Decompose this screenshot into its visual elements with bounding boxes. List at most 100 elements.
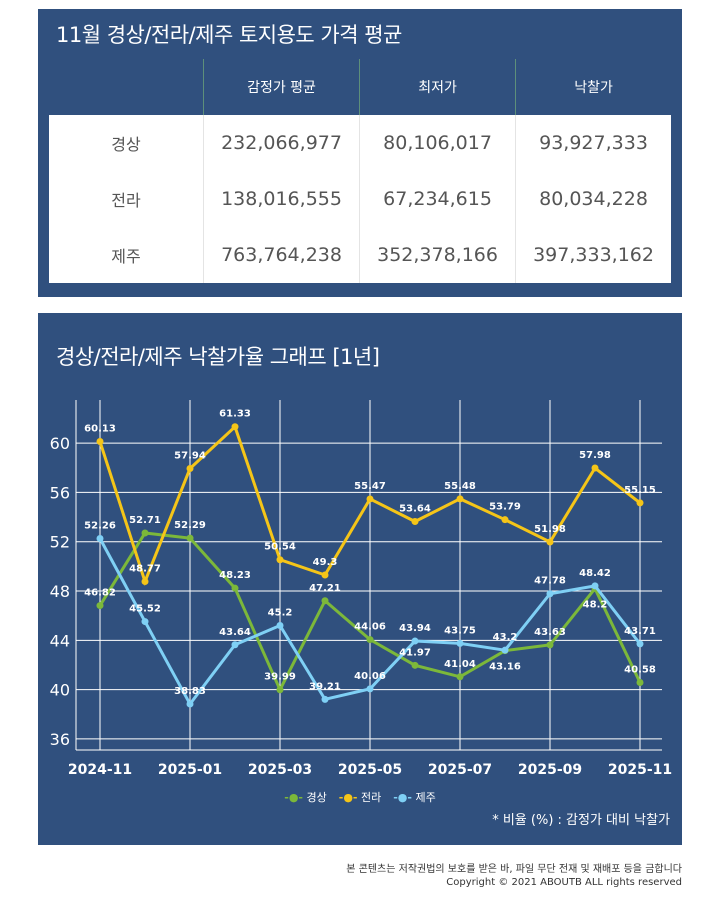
chart-note: * 비율 (%) : 감정가 대비 낙찰가: [492, 813, 670, 828]
data-point: [276, 556, 284, 564]
table-header-row: 감정가 평균 최저가 낙찰가: [49, 59, 671, 115]
data-point: [636, 499, 644, 507]
data-label: 43.64: [219, 627, 251, 638]
data-point: [591, 582, 599, 590]
cell: 397,333,162: [515, 227, 671, 283]
data-label: 48.42: [579, 568, 611, 579]
y-tick-label: 56: [50, 483, 70, 502]
data-label: 38.83: [174, 686, 206, 697]
data-label: 47.78: [534, 576, 566, 587]
legend-item[interactable]: -●- 제주: [393, 791, 435, 804]
data-label: 60.13: [84, 424, 116, 435]
cell: 93,927,333: [515, 115, 671, 171]
price-table-panel: 11월 경상/전라/제주 토지용도 가격 평균 감정가 평균 최저가 낙찰가 경…: [38, 9, 682, 297]
legend-item[interactable]: -●- 경상: [284, 791, 326, 804]
data-label: 45.2: [268, 608, 293, 619]
data-point: [96, 535, 104, 543]
copyright-notice: 본 콘텐츠는 저작권법의 보호를 받은 바, 파일 무단 전재 및 재배포 등을…: [346, 864, 682, 875]
header-blank: [49, 59, 204, 115]
data-point: [231, 641, 239, 649]
data-point: [411, 518, 419, 526]
row-label: 경상: [49, 115, 204, 171]
data-point: [591, 464, 599, 472]
legend-marker-icon: -●-: [338, 791, 358, 804]
data-label: 47.21: [309, 583, 341, 594]
data-label: 49.3: [313, 557, 338, 568]
data-label: 52.71: [129, 515, 161, 526]
data-point: [186, 534, 194, 542]
chart-panel: 경상/전라/제주 낙찰가율 그래프 [1년] 36 40 44 48 52 56 60 202…: [38, 313, 682, 845]
data-point: [231, 584, 239, 592]
data-point: [456, 495, 464, 503]
row-label: 제주: [49, 227, 204, 283]
data-label: 43.2: [493, 632, 518, 643]
data-point: [231, 423, 239, 431]
header-appraisal: 감정가 평균: [202, 59, 360, 115]
data-point: [411, 637, 419, 645]
data-point: [96, 602, 104, 610]
data-label: 48.2: [583, 600, 608, 611]
data-point: [501, 516, 509, 524]
chart-legend: -●- 경상 -●- 전라 -●- 제주: [38, 789, 682, 805]
row-label: 전라: [49, 171, 204, 227]
table-row: 전라 138,016,555 67,234,615 80,034,228: [49, 171, 671, 227]
table-row: 제주 763,764,238 352,378,166 397,333,162: [49, 227, 671, 283]
data-label: 55.15: [624, 485, 656, 496]
price-table: 감정가 평균 최저가 낙찰가 경상 232,066,977 80,106,017 93…: [49, 59, 671, 283]
cell: 67,234,615: [359, 171, 516, 227]
data-point: [546, 538, 554, 546]
data-label: 40.58: [624, 664, 656, 675]
data-point: [366, 636, 374, 644]
x-tick-label: 2025-09: [518, 762, 582, 778]
data-label: 57.94: [174, 451, 206, 462]
data-point: [546, 590, 554, 598]
data-point: [366, 685, 374, 693]
header-winning-bid: 낙찰가: [515, 59, 671, 115]
data-label: 43.75: [444, 625, 476, 636]
data-point: [141, 529, 149, 537]
cell: 80,106,017: [359, 115, 516, 171]
y-tick-label: 52: [50, 533, 70, 552]
data-point: [276, 622, 284, 630]
data-label: 53.79: [489, 502, 521, 513]
y-tick-label: 40: [50, 681, 70, 700]
x-tick-label: 2025-11: [608, 762, 672, 778]
line-chart: 36 40 44 48 52 56 60 2024-11 2025-01 2025-03 2025-…: [50, 400, 672, 778]
data-label: 41.97: [399, 647, 431, 658]
cell: 352,378,166: [359, 227, 516, 283]
x-tick-label: 2025-05: [338, 762, 402, 778]
data-point: [321, 597, 329, 605]
data-point: [321, 571, 329, 579]
table-title: 11월 경상/전라/제주 토지용도 가격 평균: [56, 23, 402, 47]
legend-marker-icon: -●-: [393, 791, 412, 804]
data-label: 44.06: [354, 622, 386, 633]
y-tick-label: 36: [50, 730, 70, 749]
legend-item[interactable]: -●- 전라: [339, 791, 381, 804]
cell: 138,016,555: [202, 171, 360, 227]
data-label: 43.16: [489, 662, 521, 673]
data-point: [366, 495, 374, 503]
data-label: 57.98: [579, 450, 611, 461]
legend-label: 경상: [306, 791, 327, 804]
data-label: 39.99: [264, 672, 296, 683]
cell: 80,034,228: [515, 171, 671, 227]
x-tick-label: 2025-01: [158, 762, 222, 778]
data-label: 48.77: [129, 564, 161, 575]
data-point: [501, 646, 509, 654]
data-point: [141, 618, 149, 626]
data-label: 53.64: [399, 504, 431, 515]
data-point: [186, 700, 194, 708]
y-tick-label: 48: [50, 582, 70, 601]
data-label: 45.52: [129, 604, 161, 615]
data-label: 52.29: [174, 520, 206, 531]
cell: 763,764,238: [202, 227, 360, 283]
data-label: 50.54: [264, 542, 296, 553]
data-point: [96, 438, 104, 446]
data-label: 51.98: [534, 524, 566, 535]
data-point: [456, 673, 464, 681]
data-label: 43.71: [624, 626, 656, 637]
data-point: [456, 639, 464, 647]
data-point: [636, 640, 644, 648]
x-tick-label: 2025-03: [248, 762, 312, 778]
chart-title: 경상/전라/제주 낙찰가율 그래프 [1년]: [56, 345, 380, 369]
